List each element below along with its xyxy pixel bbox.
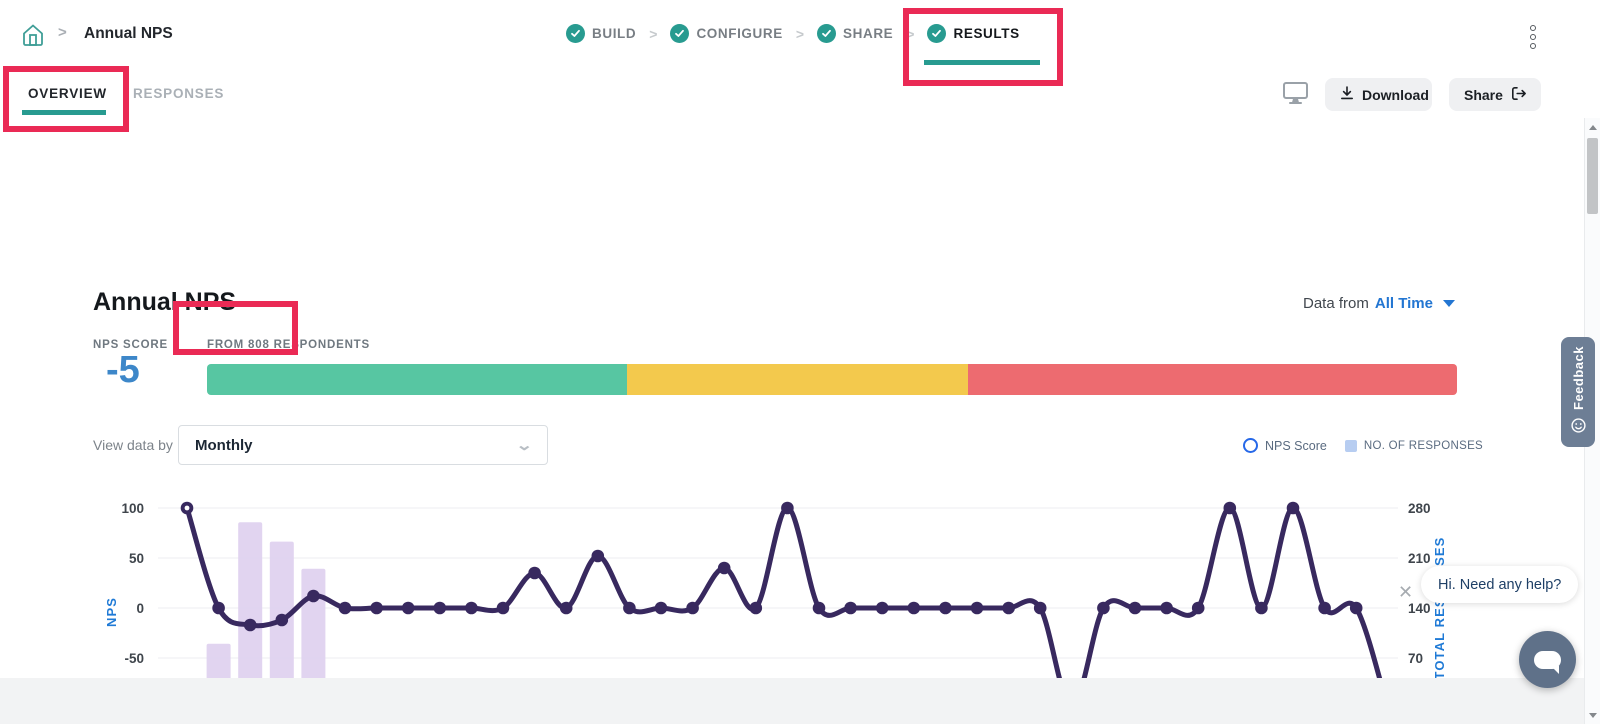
check-circle-icon <box>817 24 837 43</box>
preview-monitor-icon[interactable] <box>1282 81 1309 110</box>
share-button-label: Share <box>1464 86 1503 103</box>
nps-score-value: -5 <box>106 349 140 391</box>
close-chat-bubble-icon[interactable]: ✕ <box>1398 582 1414 602</box>
chevron-down-icon: ⌄ <box>515 437 534 454</box>
tab-responses[interactable]: RESPONSES <box>133 86 225 101</box>
chevron-right-icon: > <box>649 25 658 42</box>
promoters-segment[interactable] <box>207 364 627 395</box>
data-from-filter[interactable]: Data from All Time <box>1303 295 1455 312</box>
wizard-steps: BUILD > CONFIGURE > SHARE > R <box>566 24 1041 65</box>
breadcrumb-chevron-icon: > <box>58 24 67 41</box>
step-label: SHARE <box>843 26 894 41</box>
chevron-right-icon: > <box>795 25 805 42</box>
scroll-up-arrow[interactable] <box>1585 120 1600 134</box>
scrollbar-thumb[interactable] <box>1587 138 1598 214</box>
svg-text:NPS: NPS <box>104 597 119 627</box>
download-icon <box>1340 86 1354 103</box>
lower-section-background <box>0 678 1600 724</box>
active-tab-underline <box>22 110 106 115</box>
step-build[interactable]: BUILD <box>566 24 636 43</box>
tab-overview[interactable]: OVERVIEW <box>28 86 107 101</box>
chat-bubble-icon <box>1534 650 1561 674</box>
step-label: RESULTS <box>953 26 1020 41</box>
share-export-icon <box>1511 86 1527 104</box>
view-data-by-label: View data by <box>93 437 173 453</box>
svg-text:50: 50 <box>129 551 144 566</box>
step-configure[interactable]: CONFIGURE <box>670 24 782 43</box>
scroll-down-arrow[interactable] <box>1585 708 1600 722</box>
nps-score-label: NPS SCORE <box>93 339 168 351</box>
smiley-icon <box>1570 418 1586 438</box>
check-circle-icon <box>566 24 585 43</box>
active-step-underline <box>924 60 1041 65</box>
svg-text:70: 70 <box>1408 651 1423 666</box>
legend-item-nps-score[interactable]: NPS Score <box>1243 438 1327 453</box>
more-options-kebab-icon[interactable] <box>1528 23 1538 51</box>
download-button-label: Download <box>1362 86 1429 103</box>
view-by-select[interactable]: Monthly ⌄ <box>178 425 548 465</box>
svg-text:280: 280 <box>1408 501 1431 516</box>
results-toolbar: OVERVIEW RESPONSES Download Share <box>0 70 1600 119</box>
nps-score-legend-marker <box>1243 438 1258 453</box>
header: > Annual NPS BUILD > CONFIGURE > <box>0 0 1600 70</box>
chevron-right-icon: > <box>906 25 915 42</box>
detractors-segment[interactable] <box>968 364 1457 395</box>
data-from-value[interactable]: All Time <box>1374 295 1433 312</box>
nps-distribution-bar <box>207 364 1457 395</box>
legend-item-responses[interactable]: NO. OF RESPONSES <box>1344 439 1484 452</box>
svg-text:-50: -50 <box>124 651 144 666</box>
svg-text:0: 0 <box>136 601 144 616</box>
passives-segment[interactable] <box>627 364 969 395</box>
responses-legend-marker <box>1344 439 1357 452</box>
download-button[interactable]: Download <box>1325 78 1432 111</box>
caret-down-icon <box>1442 300 1455 307</box>
breadcrumb: Annual NPS <box>84 25 173 42</box>
legend-label: NPS Score <box>1265 438 1327 453</box>
step-share[interactable]: SHARE <box>817 24 893 43</box>
respondents-label: FROM 808 RESPONDENTS <box>207 339 370 351</box>
check-circle-icon <box>927 24 947 43</box>
step-label: CONFIGURE <box>696 26 783 41</box>
step-label: BUILD <box>592 26 637 41</box>
chart-legend: NPS Score NO. OF RESPONSES <box>1243 438 1483 453</box>
feedback-tab[interactable]: Feedback <box>1561 337 1595 447</box>
page-title: Annual NPS <box>93 288 237 316</box>
svg-text:210: 210 <box>1408 551 1431 566</box>
home-icon[interactable] <box>20 22 46 48</box>
view-by-selected-value: Monthly <box>195 436 253 454</box>
svg-text:140: 140 <box>1408 601 1431 616</box>
chat-launcher-button[interactable] <box>1519 631 1576 688</box>
svg-text:TOTAL RESPONSES: TOTAL RESPONSES <box>1432 537 1447 680</box>
share-button[interactable]: Share <box>1449 78 1541 111</box>
check-circle-icon <box>670 24 690 43</box>
step-results[interactable]: RESULTS <box>924 24 1041 65</box>
svg-text:100: 100 <box>121 501 144 516</box>
overview-panel: Annual NPS Data from All Time NPS SCORE … <box>0 118 1600 724</box>
legend-label: NO. OF RESPONSES <box>1363 439 1484 452</box>
chat-help-bubble[interactable]: Hi. Need any help? <box>1421 566 1579 603</box>
data-from-label: Data from <box>1303 295 1369 312</box>
feedback-tab-label: Feedback <box>1570 345 1586 410</box>
